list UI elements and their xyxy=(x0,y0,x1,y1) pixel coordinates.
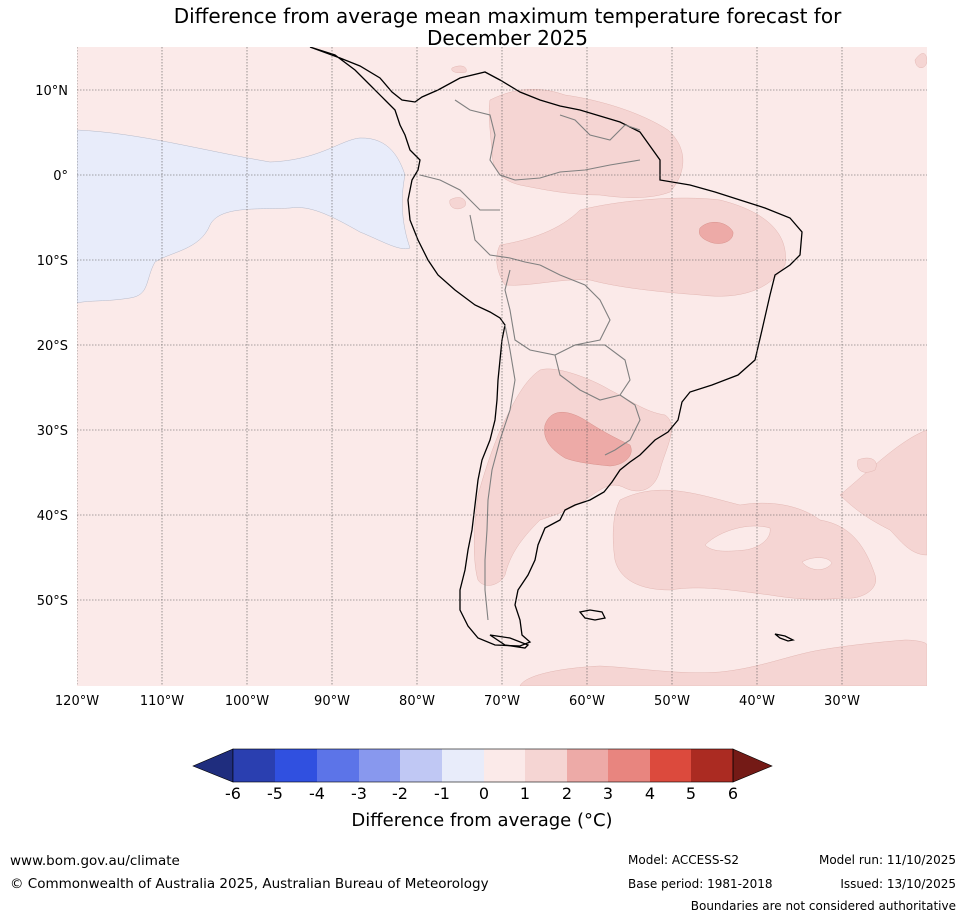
colorbar-segment xyxy=(233,749,275,782)
warm-anomaly-regions xyxy=(449,53,927,686)
strong-warm-patch-brazil xyxy=(699,221,734,244)
small-warm-patch-2 xyxy=(449,197,466,210)
border-peru-brazil xyxy=(469,214,541,266)
colorbar-segment xyxy=(275,749,317,782)
copyright-text: © Commonwealth of Australia 2025, Austra… xyxy=(10,876,489,892)
colorbar-tick: -2 xyxy=(392,784,408,803)
colorbar-tick: 4 xyxy=(645,784,655,803)
issued-date: Issued: 13/10/2025 xyxy=(840,877,956,891)
map-area xyxy=(77,47,927,686)
colorbar-segment xyxy=(650,749,691,782)
colorbar-segment xyxy=(525,749,567,782)
title-line-1: Difference from average mean maximum tem… xyxy=(173,4,842,28)
colorbar-left-extension xyxy=(192,748,234,783)
map-title: Difference from average mean maximum tem… xyxy=(0,5,965,49)
colorbar-segment xyxy=(484,749,525,782)
lat-label: 10°N xyxy=(35,84,68,99)
anomaly-hole-1 xyxy=(704,525,771,552)
cool-anomaly-region xyxy=(77,129,411,304)
colorbar-tick: 3 xyxy=(603,784,613,803)
colorbar-tick: 1 xyxy=(520,784,530,803)
lon-label: 60°W xyxy=(569,694,605,709)
falkland-islands xyxy=(578,609,606,621)
colorbar-segment xyxy=(567,749,608,782)
tierra-del-fuego xyxy=(489,634,530,649)
colorbar-right-extension xyxy=(732,748,773,783)
colorbar-label: Difference from average (°C) xyxy=(351,810,613,831)
lon-label: 70°W xyxy=(484,694,520,709)
colorbar-frame xyxy=(232,748,734,783)
anomaly-hole-2 xyxy=(801,557,833,570)
website-link[interactable]: www.bom.gov.au/climate xyxy=(10,853,180,869)
boundary-disclaimer: Boundaries are not considered authoritat… xyxy=(690,899,956,913)
anomaly-holes xyxy=(704,525,833,570)
lat-label: 50°S xyxy=(37,594,68,609)
model-run-date: Model run: 11/10/2025 xyxy=(818,853,956,867)
colorbar-segment xyxy=(359,749,400,782)
title-line-2: December 2025 xyxy=(427,26,588,50)
base-period: Base period: 1981-2018 xyxy=(628,877,773,891)
colorbar-segment xyxy=(442,749,484,782)
colorbar-tick: 5 xyxy=(686,784,696,803)
south-georgia xyxy=(774,633,795,642)
small-warm-patch-4 xyxy=(914,53,927,68)
border-chile-argentina xyxy=(484,324,516,621)
lon-label: 110°W xyxy=(140,694,184,709)
southern-ocean-warm-region xyxy=(519,639,927,686)
colorbar-tick: 2 xyxy=(562,784,572,803)
northern-south-america-warm-region xyxy=(488,89,684,198)
small-warm-patch xyxy=(857,457,877,473)
colorbar-segment xyxy=(317,749,359,782)
border-colombia-ecuador-peru xyxy=(419,174,500,211)
lon-label: 40°W xyxy=(739,694,775,709)
lon-label: 30°W xyxy=(824,694,860,709)
colorbar-tick: -1 xyxy=(434,784,450,803)
lat-label: 10°S xyxy=(37,254,68,269)
colorbar-tick: -5 xyxy=(267,784,283,803)
colorbar-segment xyxy=(400,749,442,782)
graticule xyxy=(77,47,927,686)
colorbar-tick: -3 xyxy=(351,784,367,803)
lon-label: 120°W xyxy=(55,694,99,709)
colorbar-segment xyxy=(691,749,733,782)
border-guianas xyxy=(559,114,641,141)
lat-label: 30°S xyxy=(37,424,68,439)
lon-label: 80°W xyxy=(399,694,435,709)
colorbar-tick: 6 xyxy=(728,784,738,803)
lon-label: 90°W xyxy=(314,694,350,709)
lat-label: 0° xyxy=(53,169,68,184)
model-name: Model: ACCESS-S2 xyxy=(628,853,740,867)
lat-label: 20°S xyxy=(37,339,68,354)
colorbar: -6 -5 -4 -3 -2 -1 0 1 2 3 4 5 6 xyxy=(192,748,773,803)
lat-label: 40°S xyxy=(37,509,68,524)
coastlines xyxy=(309,47,803,649)
small-warm-patch-3 xyxy=(451,65,467,74)
colorbar-segment xyxy=(608,749,650,782)
colorbar-tick-labels: -6 -5 -4 -3 -2 -1 0 1 2 3 4 5 6 xyxy=(225,784,738,803)
south-america-coastline xyxy=(309,47,803,647)
east-atlantic-warm-region xyxy=(839,429,927,556)
longitude-labels: 120°W 110°W 100°W 90°W 80°W 70°W 60°W 50… xyxy=(55,694,860,709)
colorbar-tick: -6 xyxy=(225,784,241,803)
southern-cone-warm-region xyxy=(474,368,672,586)
latitude-labels: 10°N 0° 10°S 20°S 30°S 40°S 50°S xyxy=(35,84,68,609)
border-brazil-north xyxy=(514,159,641,181)
colorbar-tick: -4 xyxy=(309,784,325,803)
colorbar-tick: 0 xyxy=(479,784,489,803)
lon-label: 100°W xyxy=(225,694,269,709)
lon-label: 50°W xyxy=(654,694,690,709)
